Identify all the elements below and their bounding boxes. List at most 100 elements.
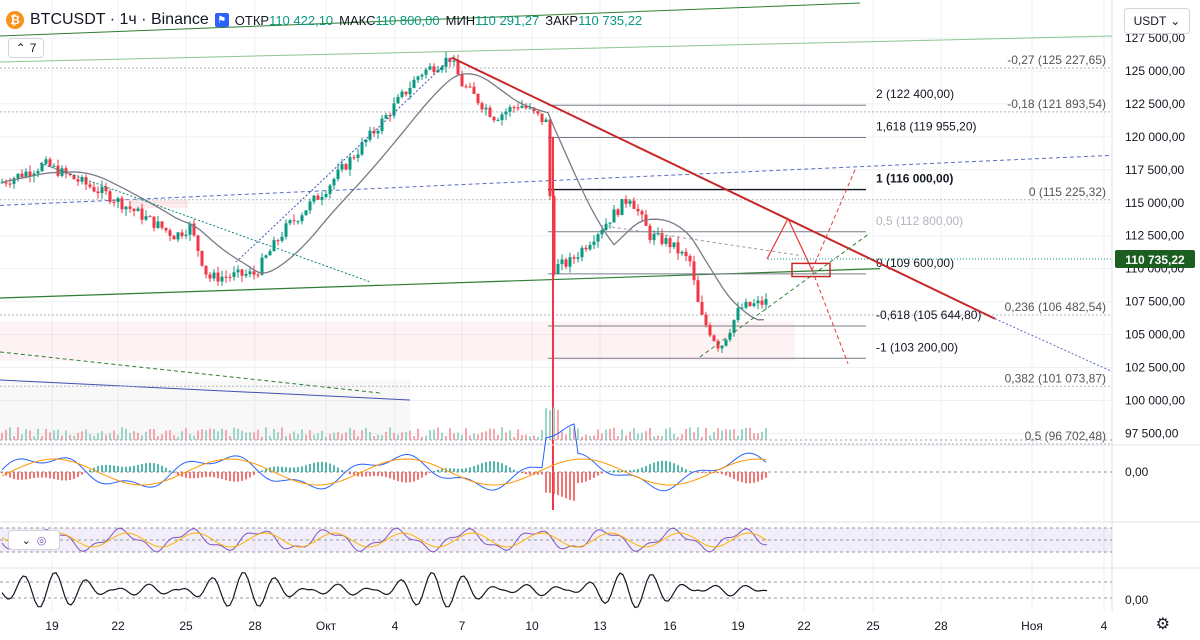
volume-bar [257, 429, 259, 440]
volume-bar [261, 436, 263, 440]
macd-histogram-bar [525, 472, 527, 475]
candle-body [592, 241, 596, 245]
macd-histogram-bar [661, 460, 663, 472]
volume-bar [193, 435, 195, 440]
candle-body [260, 257, 264, 275]
volume-bar [409, 430, 411, 440]
candle-body [660, 233, 664, 244]
volume-bar [649, 427, 651, 440]
macd-histogram-bar [213, 472, 215, 478]
macd-histogram-bar [465, 468, 467, 472]
volume-bar [361, 430, 363, 440]
macd-histogram-bar [613, 470, 615, 472]
indicators-toggle-button[interactable]: ⌃ 7 [8, 38, 44, 58]
volume-bar [613, 427, 615, 440]
macd-histogram-bar [429, 472, 431, 474]
fib-label-right: 0,236 (106 482,54) [1005, 300, 1106, 314]
volume-bar [597, 429, 599, 440]
volume-bar [457, 432, 459, 440]
volume-bar [481, 432, 483, 440]
time-tick-label: 10 [525, 619, 539, 633]
volume-bar [533, 435, 535, 440]
macd-histogram-bar [477, 464, 479, 472]
volume-bar [693, 432, 695, 440]
price-tick-label: 105 000,00 [1125, 328, 1185, 342]
macd-histogram-bar [633, 469, 635, 472]
candle-body [84, 177, 88, 185]
time-tick-label: 25 [179, 619, 193, 633]
volume-bar [349, 427, 351, 440]
macd-signal-line [1, 458, 767, 486]
candle-body [444, 57, 448, 67]
candle-body [228, 276, 232, 278]
volume-bar [249, 432, 251, 440]
price-tick-label: 117 500,00 [1125, 163, 1184, 177]
settings-gear-icon[interactable]: ⚙ [1155, 616, 1170, 633]
macd-histogram-bar [173, 472, 175, 473]
flag-icon[interactable]: ⚑ [214, 13, 229, 27]
volume-bar [53, 430, 55, 440]
macd-histogram-bar [317, 462, 319, 472]
candle-body [652, 234, 656, 241]
candle-body [492, 116, 496, 121]
volume-bar [141, 435, 143, 440]
volume-bar [153, 429, 155, 440]
candle-body [704, 314, 708, 326]
candle-body [596, 234, 600, 242]
time-tick-label: 28 [934, 619, 948, 633]
candle-body [144, 216, 148, 220]
macd-histogram-bar [277, 466, 279, 472]
rsi-line [1, 527, 767, 553]
candle-body [460, 74, 464, 87]
volume-bar [541, 430, 543, 440]
candle-body [508, 107, 512, 112]
macd-histogram-bar [409, 472, 411, 483]
volume-bar [253, 432, 255, 440]
symbol-title[interactable]: BTCUSDT · 1ч · Binance [30, 11, 209, 28]
candle-body [152, 216, 156, 228]
candle-body [756, 300, 760, 304]
candle-body [488, 107, 492, 117]
time-tick-label: 19 [731, 619, 745, 633]
volume-bar [453, 433, 455, 440]
volume-bar [149, 428, 151, 440]
volume-bar [445, 435, 447, 440]
macd-histogram-bar [117, 466, 119, 472]
candle-body [556, 264, 560, 274]
volume-bar [761, 431, 763, 440]
macd-histogram-bar [221, 472, 223, 480]
macd-histogram-bar [617, 470, 619, 472]
macd-histogram-bar [553, 472, 555, 494]
pane-controls[interactable]: ⌄ ◎ [8, 530, 60, 550]
volume-bar [73, 435, 75, 440]
candle-body [500, 114, 504, 121]
candle-body [764, 299, 768, 305]
candle-body [32, 173, 36, 177]
chevron-down-icon[interactable]: ⌄ [21, 534, 31, 547]
candle-body [484, 107, 488, 110]
volume-bar [625, 435, 627, 440]
candle-body [268, 251, 272, 256]
upper-channel-line-2 [0, 35, 1113, 63]
candle-body [304, 210, 308, 216]
macd-histogram-bar [305, 465, 307, 472]
macd-histogram-bar [569, 472, 571, 500]
macd-histogram-bar [281, 466, 283, 472]
currency-selector[interactable]: USDT ⌄ [1124, 8, 1190, 34]
candle-body [44, 159, 48, 164]
volume-bar [565, 434, 567, 440]
candle-body [744, 301, 748, 308]
macd-histogram-bar [401, 472, 403, 483]
macd-histogram-bar [761, 472, 763, 480]
macd-histogram-bar [185, 472, 187, 478]
candle-body [312, 195, 316, 202]
candle-body [740, 307, 744, 309]
volume-bar [657, 435, 659, 440]
macd-histogram-bar [501, 463, 503, 472]
macd-histogram-bar [749, 472, 751, 484]
candle-body [248, 271, 252, 275]
volume-bar [345, 432, 347, 440]
volume-bar [545, 408, 547, 440]
candle-body [664, 238, 668, 244]
